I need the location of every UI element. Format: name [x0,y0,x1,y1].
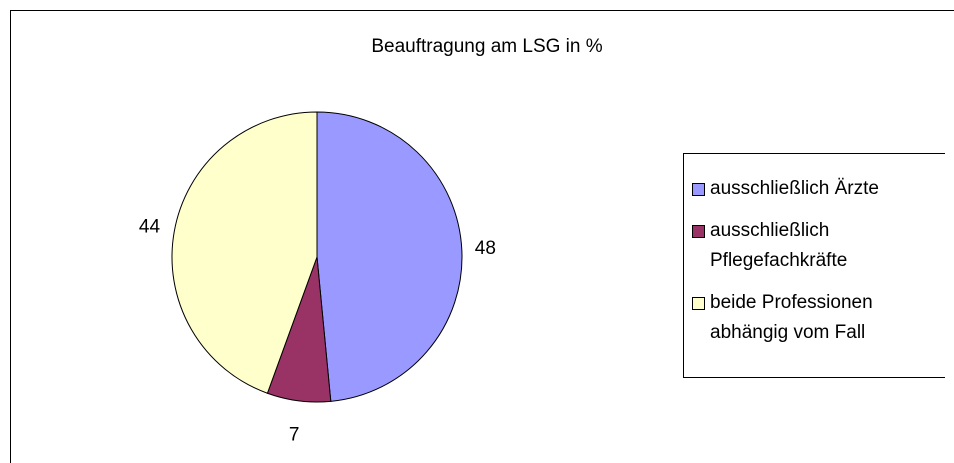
legend-swatch [692,297,705,310]
legend-label: ausschließlich Pflegefachkräfte [710,220,848,271]
chart-frame [10,10,954,463]
data-label: 7 [289,424,300,445]
legend: ausschließlich Ärzte ausschließlich Pfleg… [683,153,945,378]
legend-item: ausschließlich Ärzte [692,174,945,204]
legend-label: ausschließlich Ärzte [710,178,879,199]
legend-swatch [692,225,705,238]
legend-item: ausschließlich Pflegefachkräfte [692,216,945,276]
legend-swatch [692,183,705,196]
pie-slice [171,111,318,394]
pie-slice [316,111,463,402]
legend-label: beide Professionen abhängig vom Fall [710,292,873,343]
legend-item: beide Professionen abhängig vom Fall [692,288,945,348]
chart-title: Beauftragung am LSG in % [371,36,602,57]
data-label: 44 [139,216,161,237]
data-label: 48 [475,238,496,259]
